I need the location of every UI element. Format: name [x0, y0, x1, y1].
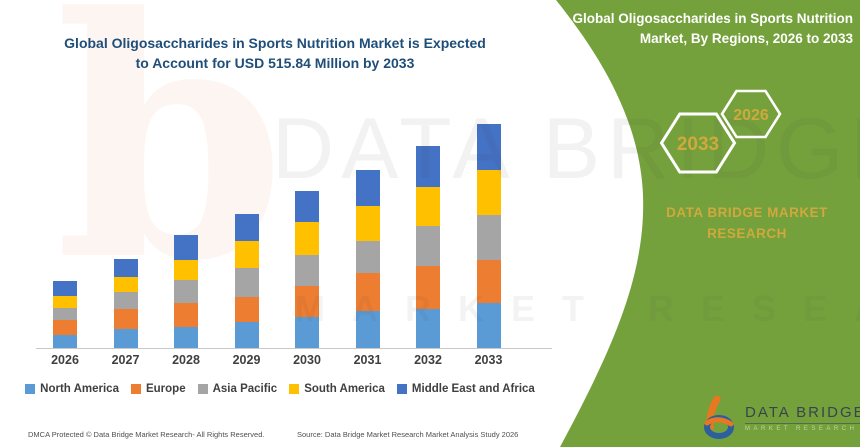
bar-segment-2029-asia-pacific	[234, 268, 259, 297]
bar-segment-2026-middle-east-and-africa	[53, 281, 77, 296]
x-axis-label-2027: 2027	[111, 353, 140, 367]
bar-segment-2032-north-america	[416, 309, 440, 348]
brand-text: DATA BRIDGE MARKET RESEARCH	[638, 203, 856, 245]
legend-label: North America	[40, 383, 119, 395]
logo-text-block: DATA BRIDGE MARKET RESEARCH	[745, 404, 860, 432]
bar-segment-2033-north-america	[476, 302, 501, 348]
bar-segment-2030-asia-pacific	[295, 254, 319, 286]
data-bridge-logo: DATA BRIDGE MARKET RESEARCH	[696, 396, 860, 440]
x-axis-label-2026: 2026	[51, 353, 79, 367]
bar-2026	[53, 281, 77, 348]
legend-label: Europe	[145, 383, 186, 395]
bar-segment-2026-asia-pacific	[53, 308, 77, 320]
legend-item-europe: Europe	[130, 383, 186, 395]
bar-segment-2027-south-america	[113, 276, 138, 293]
bar-segment-2030-north-america	[295, 317, 319, 348]
chart-title-line1: Global Oligosaccharides in Sports Nutrit…	[64, 35, 486, 51]
data-bridge-logo-icon	[704, 396, 734, 439]
x-axis-labels: 2026 2027 2028 2029 2030 2031 2032 2033	[0, 353, 560, 369]
legend-item-middle-east-and-africa: Middle East and Africa	[396, 383, 535, 395]
bar-2030	[295, 190, 319, 348]
logo-sub-text: MARKET RESEARCH	[745, 426, 858, 432]
bar-segment-2028-south-america	[174, 259, 198, 280]
x-axis-label-2029: 2029	[232, 353, 261, 367]
hexagon-2033-label: 2033	[677, 134, 719, 155]
bar-2032	[416, 145, 440, 348]
bar-segment-2029-north-america	[234, 322, 259, 348]
legend-label: South America	[304, 383, 385, 395]
bar-segment-2030-middle-east-and-africa	[295, 190, 319, 223]
x-axis-label-2031: 2031	[353, 353, 382, 367]
chart-legend: North America Europe Asia Pacific South Ame…	[0, 383, 560, 395]
panel-title: Global Oligosaccharides in Sports Nutrit…	[572, 11, 853, 47]
legend-item-north-america: North America	[25, 383, 119, 395]
bar-2029	[234, 214, 259, 348]
bar-2027	[113, 258, 138, 348]
legend-swatch-icon	[396, 384, 407, 394]
footer-source-text: Source: Data Bridge Market Research Mark…	[297, 430, 519, 439]
legend-label: Middle East and Africa	[411, 383, 535, 395]
bar-segment-2026-europe	[53, 320, 77, 335]
bar-segment-2029-south-america	[234, 240, 259, 269]
bar-segment-2031-middle-east-and-africa	[355, 170, 380, 207]
bar-segment-2032-middle-east-and-africa	[416, 145, 440, 187]
bar-segment-2031-asia-pacific	[355, 240, 380, 273]
bar-segment-2030-south-america	[295, 222, 319, 255]
bar-segment-2028-asia-pacific	[174, 279, 198, 304]
x-axis-label-2032: 2032	[414, 353, 442, 367]
bar-segment-2033-europe	[476, 260, 501, 303]
x-axis-label-2033: 2033	[474, 353, 503, 367]
year-hexagons: 2033 2026	[659, 89, 782, 174]
legend-swatch-icon	[289, 384, 300, 394]
legend-item-south-america: South America	[289, 383, 385, 395]
hexagon-2026-outline	[720, 89, 782, 139]
chart-title: Global Oligosaccharides in Sports Nutrit…	[40, 33, 510, 74]
bar-segment-2031-north-america	[355, 311, 380, 348]
bar-segment-2029-europe	[234, 296, 259, 322]
bar-segment-2028-europe	[174, 303, 198, 327]
legend-item-asia-pacific: Asia Pacific	[197, 383, 278, 395]
hexagon-2033-outline	[659, 112, 737, 174]
green-panel-shape	[556, 0, 860, 447]
x-axis-label-2028: 2028	[172, 353, 200, 367]
brand-text-line2: RESEARCH	[707, 225, 787, 241]
legend-swatch-icon	[25, 384, 36, 394]
bar-segment-2026-south-america	[53, 295, 77, 309]
bar-segment-2032-europe	[416, 265, 440, 310]
stacked-bar-chart	[0, 100, 560, 348]
bar-segment-2031-south-america	[355, 206, 380, 241]
bar-segment-2027-europe	[113, 308, 138, 329]
brand-text-line1: DATA BRIDGE MARKET	[666, 205, 828, 220]
footer-dmca-text: DMCA Protected © Data Bridge Market Rese…	[28, 430, 265, 439]
bar-segment-2032-south-america	[416, 187, 440, 226]
logo-name-text: DATA BRIDGE	[745, 404, 860, 424]
bar-segment-2029-middle-east-and-africa	[234, 214, 259, 241]
bar-segment-2027-middle-east-and-africa	[113, 258, 138, 277]
bar-segment-2033-asia-pacific	[476, 215, 501, 260]
bar-segment-2028-middle-east-and-africa	[174, 235, 198, 260]
bar-segment-2028-north-america	[174, 326, 198, 348]
bar-segment-2032-asia-pacific	[416, 225, 440, 266]
bar-segment-2031-europe	[355, 272, 380, 312]
legend-swatch-icon	[130, 384, 141, 394]
bar-2033	[476, 124, 501, 348]
x-axis-line	[36, 348, 552, 349]
bar-2028	[174, 235, 198, 348]
bar-segment-2027-north-america	[113, 328, 138, 348]
legend-swatch-icon	[197, 384, 208, 394]
hexagon-2026-label: 2026	[733, 107, 769, 124]
bar-segment-2027-asia-pacific	[113, 292, 138, 309]
bar-segment-2030-europe	[295, 285, 319, 317]
legend-label: Asia Pacific	[212, 383, 278, 395]
chart-title-line2: to Account for USD 515.84 Million by 203…	[135, 55, 415, 72]
bar-2031	[355, 170, 380, 348]
bar-segment-2033-south-america	[476, 170, 501, 216]
bar-segment-2026-north-america	[53, 334, 77, 348]
bar-segment-2033-middle-east-and-africa	[476, 124, 501, 171]
x-axis-label-2030: 2030	[293, 353, 321, 367]
